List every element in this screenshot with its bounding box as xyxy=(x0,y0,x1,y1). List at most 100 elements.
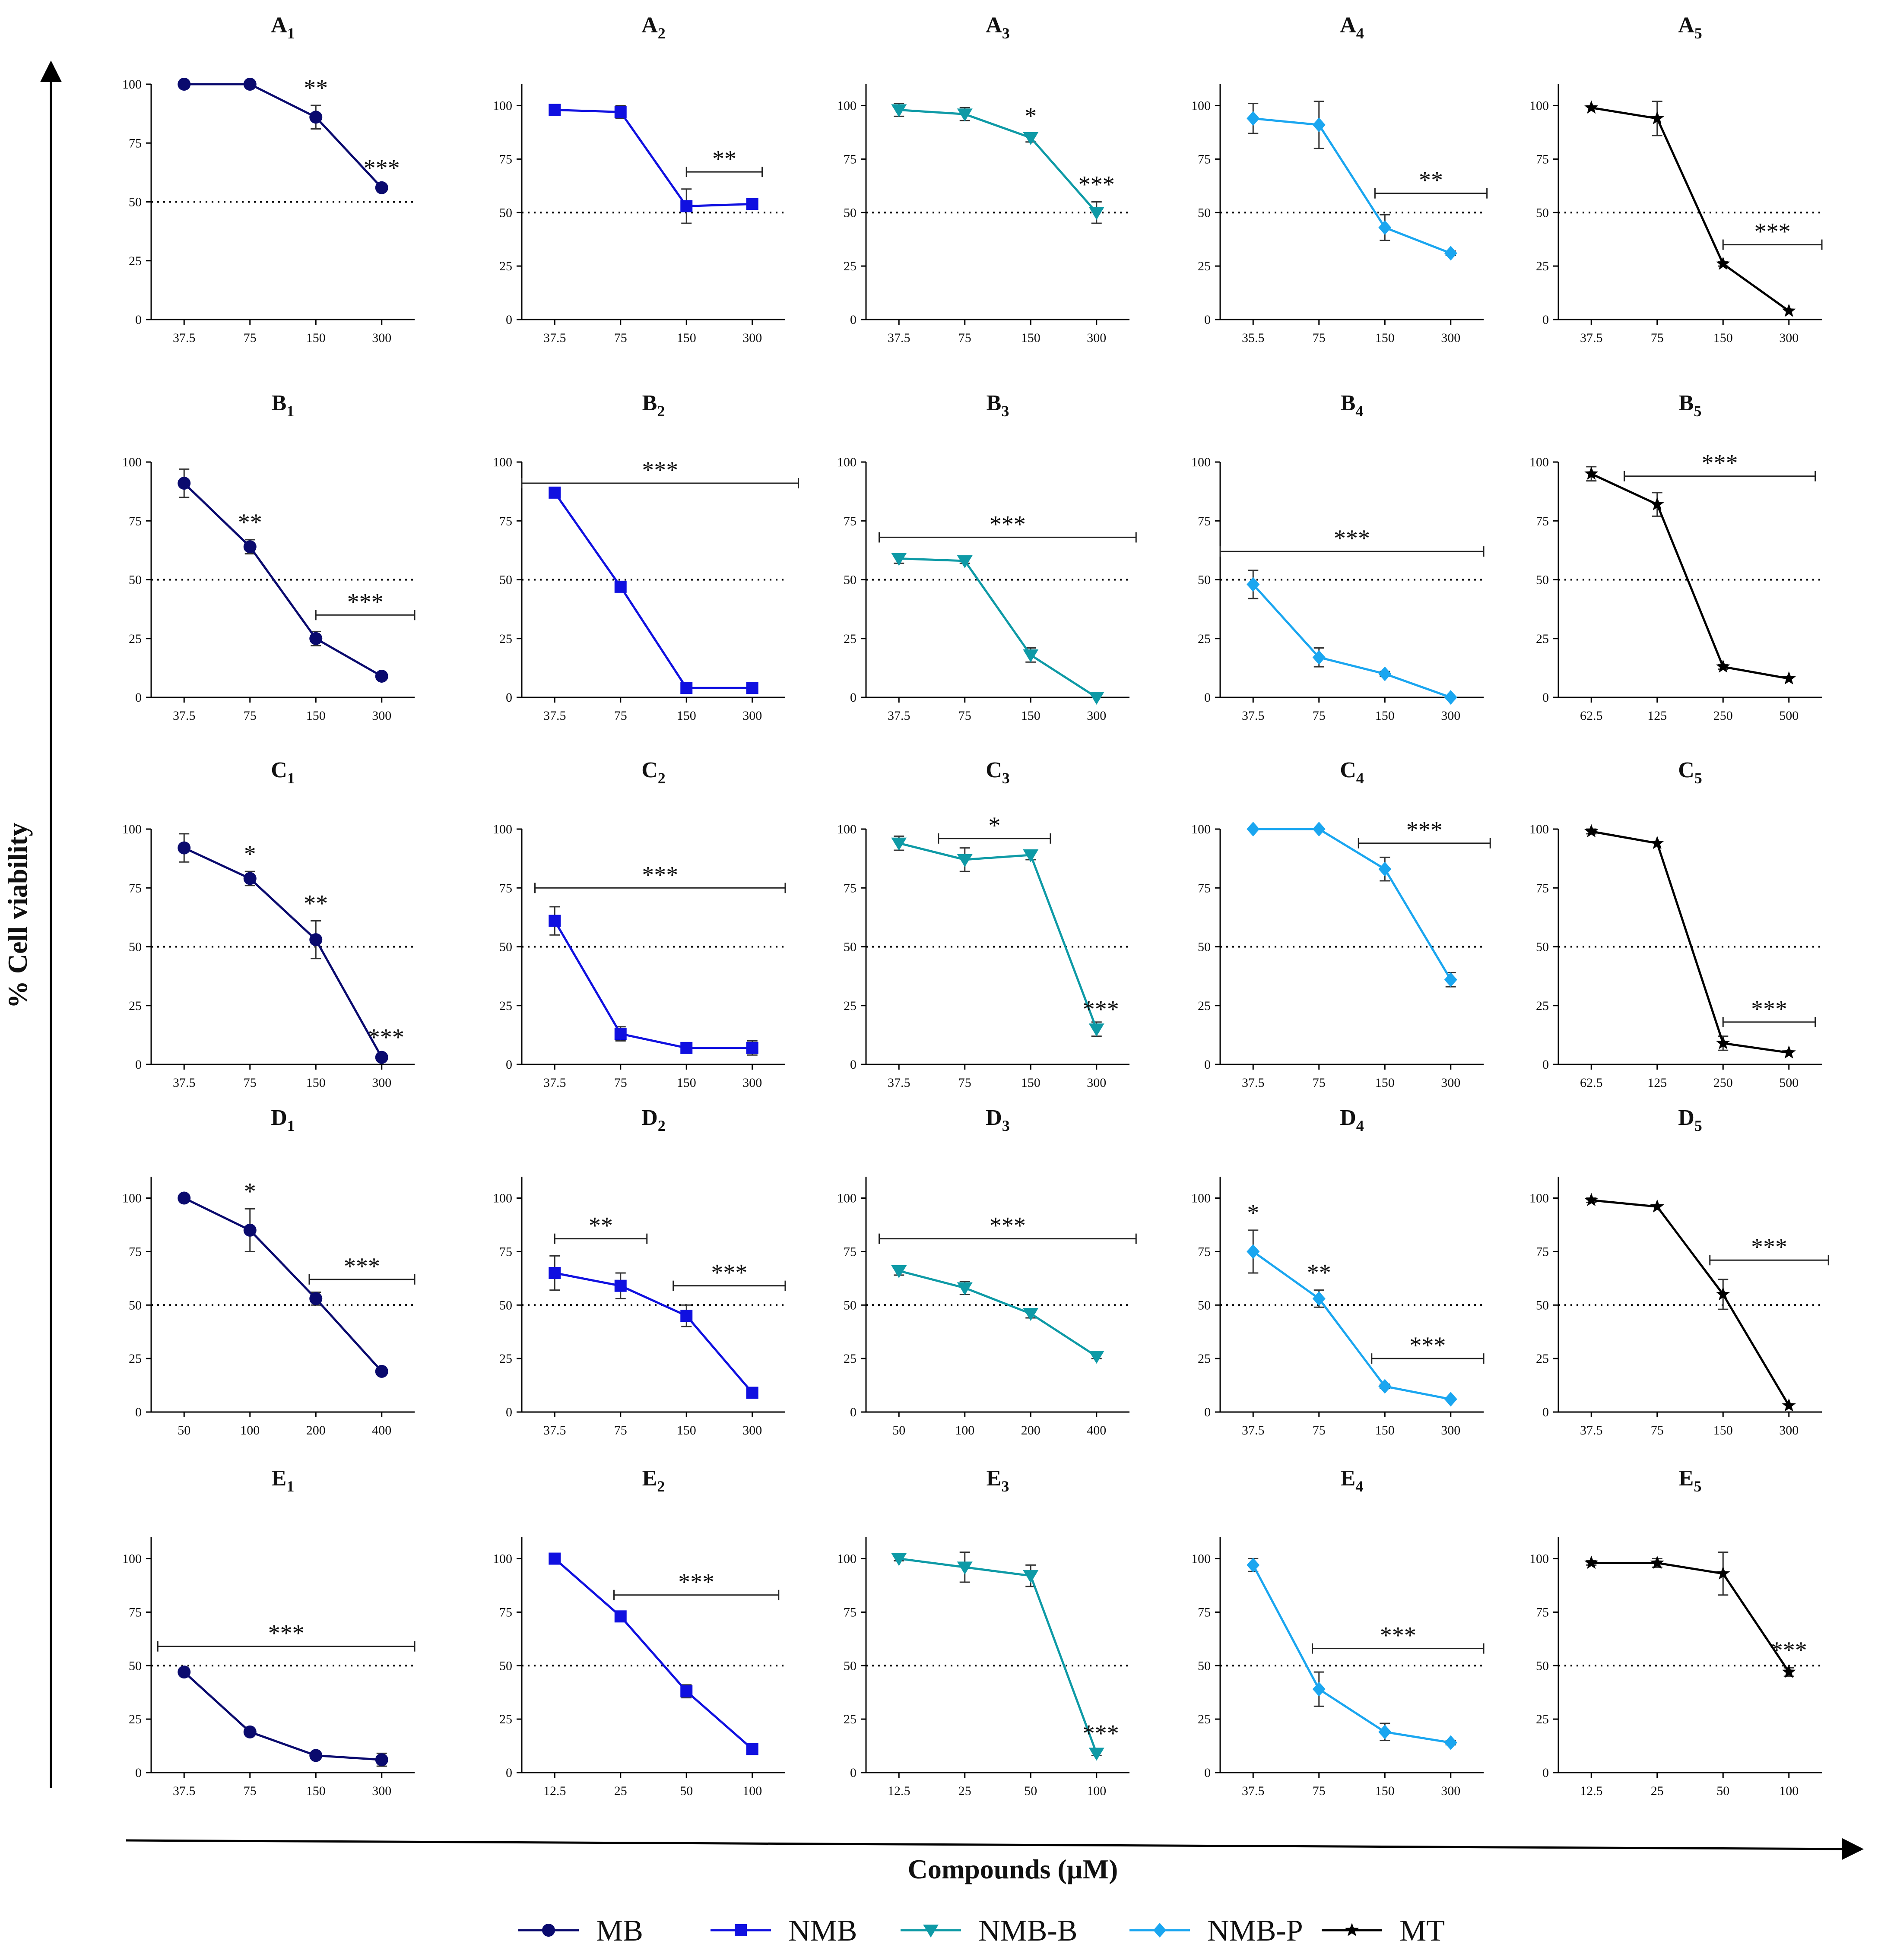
data-point xyxy=(375,181,388,194)
data-point xyxy=(549,486,561,499)
y-tick-label: 25 xyxy=(1198,1352,1211,1366)
legend-marker xyxy=(1345,1923,1359,1936)
data-point xyxy=(1378,1379,1392,1394)
significance-bracket-label: *** xyxy=(1406,817,1443,844)
significance-mark: ** xyxy=(1307,1260,1331,1286)
x-tick-label: 300 xyxy=(372,1076,391,1090)
data-point xyxy=(1088,1351,1104,1364)
data-point xyxy=(614,106,627,118)
y-tick-label: 0 xyxy=(135,690,142,705)
series-line xyxy=(554,1272,753,1394)
y-tick-label: 50 xyxy=(129,940,142,954)
data-point xyxy=(1247,577,1260,592)
x-tick-label: 150 xyxy=(1375,331,1395,345)
y-tick-label: 0 xyxy=(1204,313,1211,327)
y-tick-label: 50 xyxy=(1536,206,1549,220)
panel-title-letter: E xyxy=(272,1466,287,1491)
x-tick-label: 75 xyxy=(244,1076,257,1090)
y-tick-label: 75 xyxy=(844,152,857,166)
y-tick-label: 75 xyxy=(1536,514,1549,528)
data-point xyxy=(1023,849,1039,862)
y-axis-title: % Cell viability xyxy=(2,823,33,1008)
x-tick-label: 37.5 xyxy=(173,709,196,723)
significance-bracket-label: *** xyxy=(1751,996,1787,1023)
panel-title: B5 xyxy=(1679,391,1702,420)
x-tick-label: 75 xyxy=(1313,1423,1326,1438)
y-tick-label: 75 xyxy=(1198,1605,1211,1619)
data-point xyxy=(1716,1287,1730,1301)
panel-title-subscript: 4 xyxy=(1355,1478,1363,1495)
data-point xyxy=(614,1028,627,1040)
y-tick-label: 100 xyxy=(493,1552,512,1566)
x-tick-label: 300 xyxy=(1441,709,1460,723)
y-tick-label: 0 xyxy=(506,313,512,327)
significance-mark: *** xyxy=(368,1024,404,1051)
y-tick-label: 50 xyxy=(129,573,142,587)
x-tick-label: 37.5 xyxy=(888,331,910,345)
y-tick-label: 25 xyxy=(499,1712,512,1726)
y-tick-label: 0 xyxy=(135,1766,142,1780)
x-tick-label: 300 xyxy=(372,709,391,723)
panel-title-subscript: 5 xyxy=(1694,25,1702,42)
y-tick-label: 0 xyxy=(1204,1058,1211,1072)
y-tick-label: 75 xyxy=(129,136,142,150)
y-tick-label: 25 xyxy=(129,999,142,1013)
data-point xyxy=(309,632,323,645)
chart-panel: A2 0 25 50 75 100 37.5 75 150 300 ** xyxy=(493,13,785,345)
y-tick-label: 0 xyxy=(506,690,512,705)
data-point xyxy=(1247,1244,1260,1259)
y-tick-label: 25 xyxy=(1536,632,1549,646)
x-tick-label: 75 xyxy=(1651,331,1664,345)
y-tick-label: 0 xyxy=(135,313,142,327)
x-tick-label: 150 xyxy=(1375,1076,1395,1090)
y-tick-label: 50 xyxy=(1536,1659,1549,1673)
y-tick-label: 50 xyxy=(499,1298,512,1312)
y-tick-label: 25 xyxy=(499,1352,512,1366)
data-point xyxy=(1312,822,1326,836)
panel-title-subscript: 3 xyxy=(1002,25,1010,42)
data-point xyxy=(1716,1035,1730,1049)
data-point xyxy=(1312,1291,1326,1306)
y-tick-label: 25 xyxy=(844,632,857,646)
x-tick-label: 300 xyxy=(1441,1784,1460,1798)
y-tick-label: 50 xyxy=(1198,573,1211,587)
significance-bracket-label: *** xyxy=(347,589,384,615)
panel-title-letter: B xyxy=(1679,391,1694,415)
data-point xyxy=(178,1191,191,1205)
data-point xyxy=(1023,132,1039,145)
significance-mark: * xyxy=(1247,1200,1259,1226)
y-tick-label: 100 xyxy=(1529,455,1549,469)
data-point xyxy=(1378,861,1392,877)
series-line xyxy=(1253,828,1452,981)
x-tick-label: 300 xyxy=(1441,1076,1460,1090)
data-point xyxy=(1650,836,1664,849)
chart-panel: B3 0 25 50 75 100 37.5 75 150 300 *** xyxy=(837,391,1137,723)
y-tick-label: 25 xyxy=(129,632,142,646)
y-tick-label: 25 xyxy=(1536,259,1549,273)
data-point xyxy=(746,198,758,210)
y-tick-label: 50 xyxy=(1536,940,1549,954)
series-line xyxy=(899,109,1098,213)
significance-bracket-label: *** xyxy=(1380,1622,1416,1649)
panel-title: A2 xyxy=(641,13,666,42)
data-point xyxy=(891,1553,907,1566)
x-tick-label: 12.5 xyxy=(888,1784,910,1798)
significance-mark: *** xyxy=(1771,1637,1807,1664)
significance-bracket-label: *** xyxy=(642,861,678,888)
x-tick-label: 75 xyxy=(614,1423,627,1438)
series-line xyxy=(898,842,1098,1030)
data-point xyxy=(1716,1566,1730,1580)
x-tick-label: 400 xyxy=(1087,1423,1106,1438)
y-tick-label: 50 xyxy=(1536,573,1549,587)
data-point xyxy=(1444,246,1457,261)
panel-title-subscript: 5 xyxy=(1694,402,1701,420)
x-tick-label: 500 xyxy=(1779,709,1799,723)
x-tick-label: 35.5 xyxy=(1242,331,1265,345)
